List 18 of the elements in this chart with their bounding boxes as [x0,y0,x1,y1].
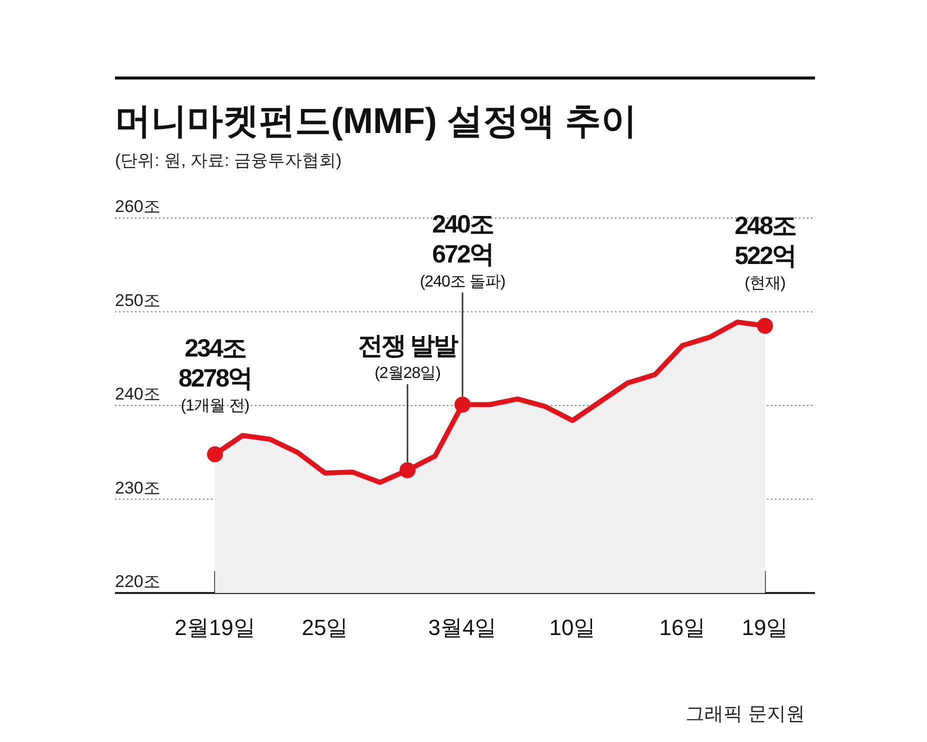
x-tick-label: 2월19일 [174,615,256,640]
x-tick-label: 25일 [302,615,348,640]
annotation: 전쟁 발발 (2월28일) [358,332,459,382]
y-tick-label: 230조 [115,478,160,498]
chart-title: 머니마켓펀드(MMF) 설정액 추이 [115,100,637,141]
chart-subtitle: (단위: 원, 자료: 금융투자협회) [115,151,342,170]
annotation: 248조 522억 (현재) [734,212,796,292]
y-tick-label: 260조 [115,197,160,216]
y-tick-label: 240조 [115,384,160,404]
x-tick-label: 19일 [742,615,788,640]
x-tick-label: 3월4일 [428,615,497,640]
x-tick-label: 16일 [659,615,706,640]
y-tick-label: 220조 [115,572,160,591]
x-tick-label: 10일 [549,615,596,640]
annotation: 240조 672억 (240조 돌파) [420,210,506,291]
y-tick-label: 250조 [115,290,160,310]
annotation: 234조 8278억 (1개월 전) [178,334,252,414]
text: 그래픽 문지원 [686,704,805,725]
